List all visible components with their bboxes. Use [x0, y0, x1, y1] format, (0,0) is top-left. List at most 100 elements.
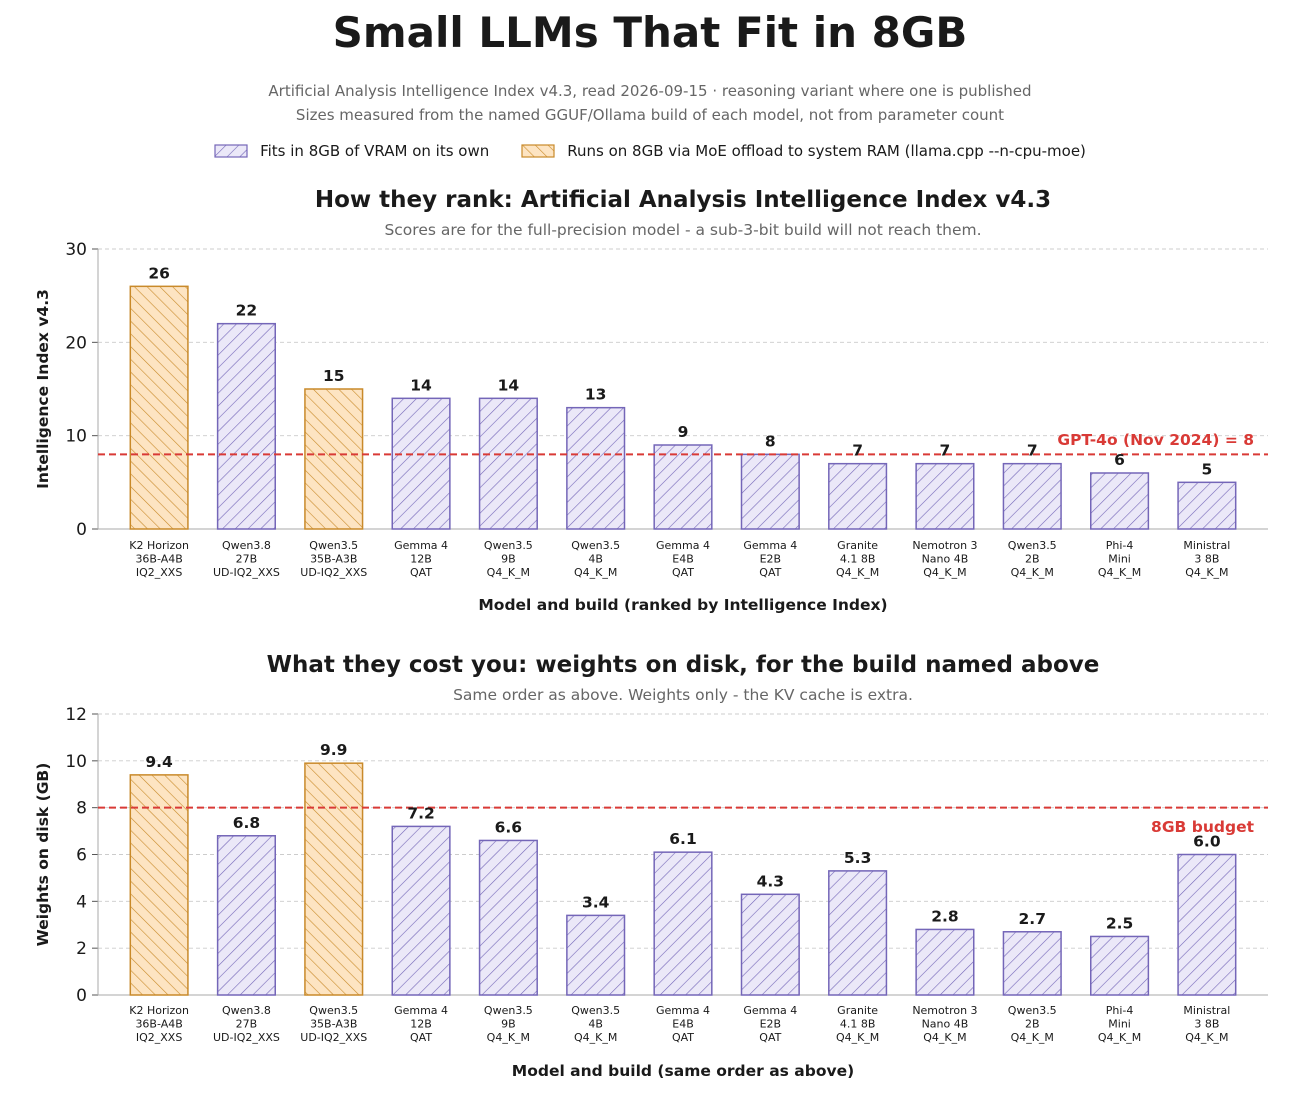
x-tick-label: Qwen3.5 9B Q4_K_M: [484, 1004, 533, 1044]
value-label: 5.3: [844, 849, 871, 867]
value-label: 15: [323, 367, 345, 385]
legend-label-moe: Runs on 8GB via MoE offload to system RA…: [567, 142, 1086, 160]
x-tick-label: Gemma 4 E2B QAT: [743, 539, 797, 579]
chart-title: How they rank: Artificial Analysis Intel…: [315, 187, 1051, 213]
x-tick-label: Gemma 4 E2B QAT: [743, 1004, 797, 1044]
subtitle-line-1: Artificial Analysis Intelligence Index v…: [268, 82, 1032, 100]
bar: [216, 835, 276, 996]
x-tick-label: Qwen3.8 27B UD-IQ2_XXS: [213, 539, 280, 579]
x-tick-label: Nemotron 3 Nano 4B Q4_K_M: [912, 1004, 977, 1044]
intelligence-index-chart: How they rank: Artificial Analysis Intel…: [34, 187, 1268, 614]
bar: [740, 453, 800, 530]
reference-label: GPT-4o (Nov 2024) = 8: [1057, 431, 1254, 449]
y-tick-label: 12: [65, 705, 87, 725]
value-label: 6.1: [669, 830, 696, 848]
value-label: 2.5: [1106, 914, 1133, 932]
bar: [304, 388, 364, 530]
x-tick-label: Gemma 4 E4B QAT: [656, 1004, 710, 1044]
value-label: 8: [765, 432, 776, 450]
legend-swatch-vram: [214, 144, 248, 158]
y-tick-label: 20: [65, 333, 87, 353]
bar: [1090, 472, 1150, 530]
bar: [478, 397, 538, 530]
y-tick-label: 6: [76, 846, 87, 866]
bar: [1177, 853, 1237, 996]
bar: [1090, 935, 1150, 996]
x-tick-label: Qwen3.5 2B Q4_K_M: [1008, 539, 1057, 579]
value-label: 9.4: [145, 753, 173, 771]
value-label: 14: [498, 376, 520, 394]
value-label: 7: [852, 442, 863, 460]
bar: [653, 444, 713, 530]
y-tick-label: 8: [76, 799, 87, 819]
y-axis-label: Intelligence Index v4.3: [34, 289, 52, 489]
bar: [828, 870, 888, 996]
chart-title: What they cost you: weights on disk, for…: [267, 652, 1100, 678]
legend-label-vram: Fits in 8GB of VRAM on its own: [260, 142, 490, 160]
x-axis-label: Model and build (same order as above): [512, 1062, 854, 1080]
x-tick-label: Qwen3.8 27B UD-IQ2_XXS: [213, 1004, 280, 1044]
bar: [915, 462, 975, 530]
value-label: 3.4: [582, 893, 610, 911]
x-tick-label: Nemotron 3 Nano 4B Q4_K_M: [912, 539, 977, 579]
value-label: 7: [1027, 442, 1038, 460]
x-axis-label: Model and build (ranked by Intelligence …: [478, 596, 887, 614]
subtitle-line-2: Sizes measured from the named GGUF/Ollam…: [295, 106, 1005, 124]
bar: [740, 893, 800, 996]
legend-item-moe: Runs on 8GB via MoE offload to system RA…: [521, 142, 1086, 160]
weights-on-disk-chart: What they cost you: weights on disk, for…: [34, 652, 1268, 1080]
x-tick-label: Gemma 4 E4B QAT: [656, 539, 710, 579]
bar: [216, 322, 276, 530]
x-tick-label: Gemma 4 12B QAT: [394, 1004, 448, 1044]
x-tick-label: Granite 4.1 8B Q4_K_M: [836, 539, 879, 579]
value-label: 26: [148, 264, 170, 282]
bar: [915, 928, 975, 996]
bar: [566, 914, 626, 996]
chart-subtitle: Same order as above. Weights only - the …: [453, 686, 913, 704]
value-label: 6.8: [233, 814, 260, 832]
bar: [1002, 931, 1062, 996]
x-tick-label: K2 Horizon 36B-A4B IQ2_XXS: [129, 1004, 189, 1044]
y-tick-label: 10: [65, 427, 87, 447]
value-label: 22: [236, 302, 258, 320]
y-tick-label: 0: [76, 986, 87, 1006]
legend-swatch-moe: [521, 144, 555, 158]
bar: [304, 762, 364, 996]
bar: [1002, 462, 1062, 530]
chart-subtitle: Scores are for the full-precision model …: [384, 221, 981, 239]
value-label: 2.7: [1019, 910, 1046, 928]
bar: [828, 462, 888, 530]
x-tick-label: Qwen3.5 4B Q4_K_M: [571, 539, 620, 579]
value-label: 6.6: [495, 818, 522, 836]
x-tick-label: Qwen3.5 2B Q4_K_M: [1008, 1004, 1057, 1044]
value-label: 7.2: [407, 804, 434, 822]
y-tick-label: 10: [65, 752, 87, 772]
value-label: 13: [585, 386, 607, 404]
reference-label: 8GB budget: [1151, 818, 1255, 836]
value-label: 14: [410, 376, 432, 394]
x-tick-label: Phi-4 Mini Q4_K_M: [1098, 539, 1141, 579]
bar: [1177, 481, 1237, 530]
legend-item-vram: Fits in 8GB of VRAM on its own: [214, 142, 489, 160]
x-tick-label: Qwen3.5 35B-A3B UD-IQ2_XXS: [300, 539, 367, 579]
x-tick-label: Granite 4.1 8B Q4_K_M: [836, 1004, 879, 1044]
value-label: 7: [940, 442, 951, 460]
y-tick-label: 0: [76, 520, 87, 540]
x-tick-label: Qwen3.5 4B Q4_K_M: [571, 1004, 620, 1044]
bar: [129, 285, 189, 530]
y-tick-label: 30: [65, 240, 87, 260]
x-tick-label: Qwen3.5 9B Q4_K_M: [484, 539, 533, 579]
x-tick-label: Phi-4 Mini Q4_K_M: [1098, 1004, 1141, 1044]
page-title: Small LLMs That Fit in 8GB: [332, 8, 968, 57]
bar: [129, 774, 189, 996]
x-tick-label: Ministral 3 8B Q4_K_M: [1183, 539, 1230, 579]
bar: [566, 406, 626, 530]
value-label: 6.0: [1193, 833, 1221, 851]
y-tick-label: 4: [76, 892, 87, 912]
bar: [391, 397, 451, 530]
value-label: 9.9: [320, 741, 347, 759]
x-tick-label: Gemma 4 12B QAT: [394, 539, 448, 579]
x-tick-label: K2 Horizon 36B-A4B IQ2_XXS: [129, 539, 189, 579]
y-axis-label: Weights on disk (GB): [34, 763, 52, 947]
